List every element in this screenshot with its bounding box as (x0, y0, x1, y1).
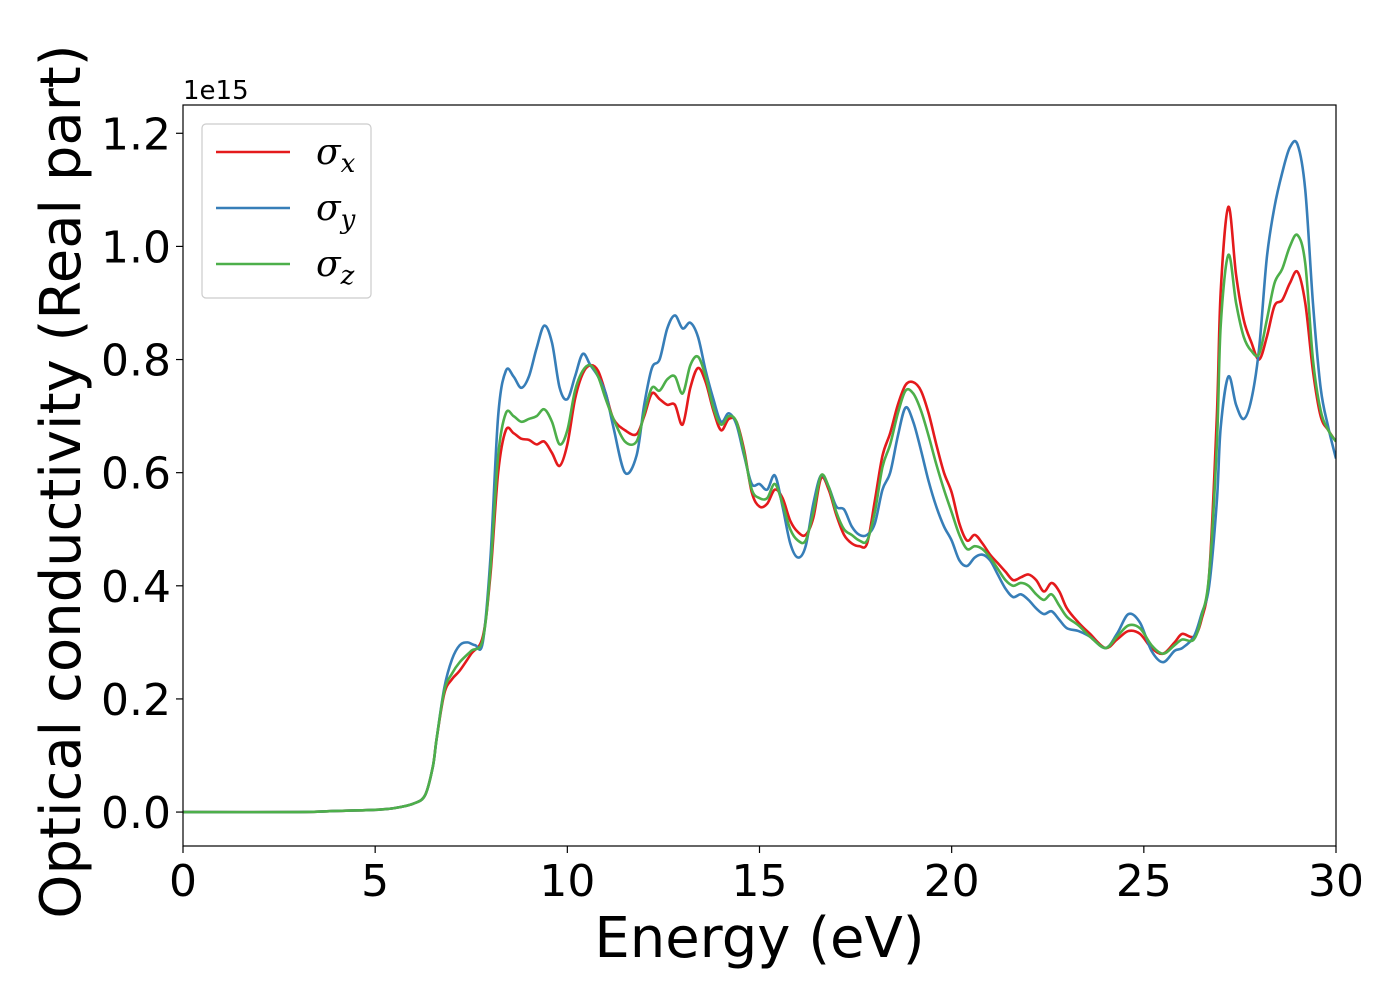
x-tick-label: 5 (361, 856, 389, 907)
series-line-z (183, 233, 1336, 814)
legend-label-x: σx (316, 132, 356, 179)
y-axis-title: Optical conductivity (Real part) (29, 44, 94, 918)
x-axis-title: Energy (eV) (594, 906, 924, 971)
y-axis-offset-label: 1e15 (183, 76, 249, 106)
x-tick-label: 15 (732, 856, 788, 907)
y-tick-label: 0.8 (101, 336, 171, 387)
series-layer (183, 139, 1336, 814)
y-tick-label: 0.2 (101, 675, 171, 726)
series-line-y (183, 139, 1336, 814)
legend-box (201, 123, 372, 299)
x-tick-label: 25 (1116, 856, 1172, 907)
y-tick-label: 1.0 (101, 222, 171, 273)
y-tick-label: 0.4 (101, 562, 171, 613)
x-tick-label: 10 (539, 856, 595, 907)
y-tick-label: 1.2 (101, 109, 171, 160)
legend-label-z: σz (316, 244, 355, 291)
y-tick-label: 0.6 (101, 449, 171, 500)
legend-label-y: σy (316, 188, 356, 235)
x-tick-label: 30 (1308, 856, 1364, 907)
y-axis: 0.0 0.2 0.4 0.6 0.8 1.0 1.2 (101, 109, 183, 839)
legend: σx σy σz (201, 123, 372, 299)
x-axis: 0 5 10 15 20 25 30 (169, 846, 1364, 907)
x-tick-label: 20 (924, 856, 980, 907)
x-tick-label: 0 (169, 856, 197, 907)
y-tick-label: 0.0 (101, 788, 171, 839)
